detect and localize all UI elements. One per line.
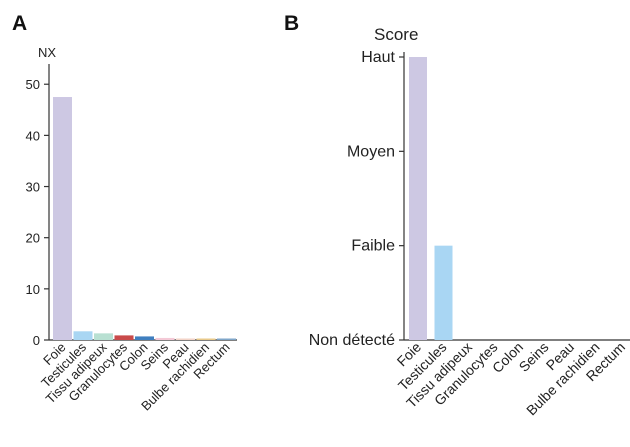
a-y-tick-label: 50 [26,77,40,92]
a-y-tick-label: 40 [26,128,40,143]
b-category-label: Seins [516,339,552,375]
a-y-tick-label: 0 [33,333,40,348]
a-bar [135,336,154,340]
a-y-tick-label: 30 [26,180,40,195]
panel-b-chart: B Score Non détecté Faible Moyen Haut FoieT… [284,12,630,418]
a-bar [196,338,216,340]
a-bar [94,333,113,340]
a-bar [73,331,93,340]
a-bar [114,335,134,340]
a-y-tick-label: 10 [26,282,40,297]
a-y-tick-label: 20 [26,231,40,246]
a-bar [155,337,175,340]
panel-b-letter: B [284,12,299,35]
panel-a-y-ticks: 0 10 20 30 40 50 [26,77,49,348]
a-bar [176,338,195,340]
b-bar [434,245,453,340]
panel-b-y-axis-title: Score [374,25,418,44]
b-y-tick-label: Non détecté [309,332,395,349]
b-y-tick-label: Faible [351,238,395,255]
a-bar [217,338,236,340]
panel-a-y-axis-title: NX [38,45,56,60]
a-bar [53,97,72,341]
b-y-tick-label: Haut [361,49,395,66]
panel-b-bars [409,57,453,340]
b-y-tick-label: Moyen [347,143,395,160]
panel-a-letter: A [12,12,27,35]
b-bar [409,57,427,340]
panel-b-y-ticks: Non détecté Faible Moyen Haut [309,49,404,349]
panel-a-bars [53,97,236,341]
